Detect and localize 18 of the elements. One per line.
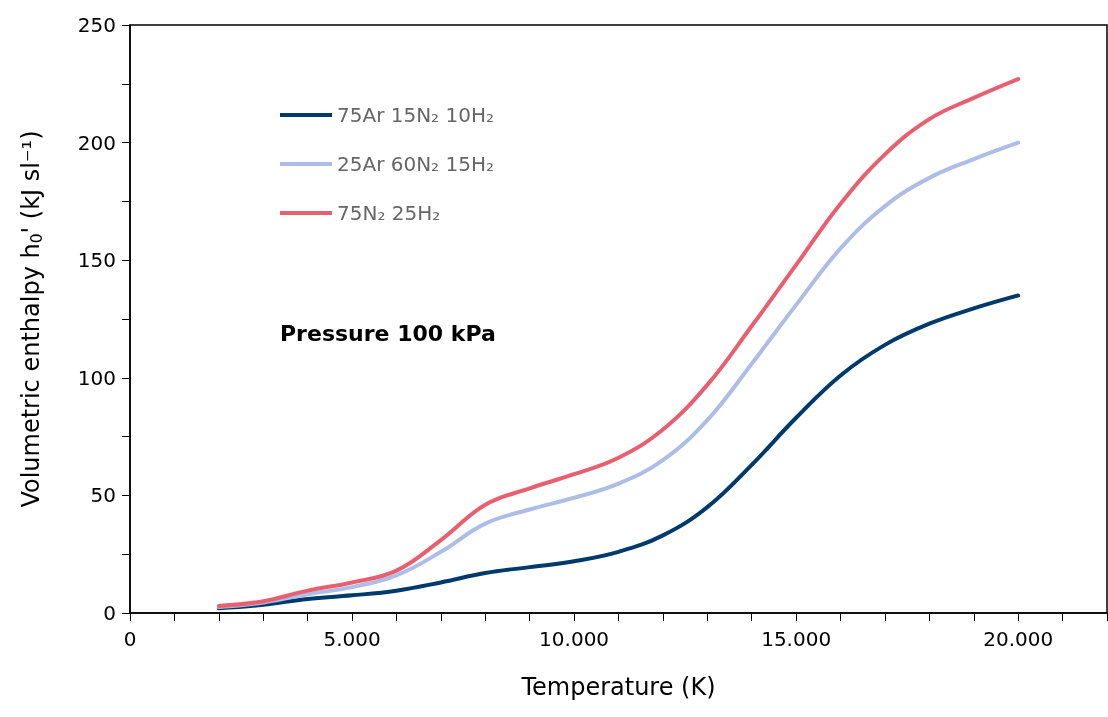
y-tick-label: 100 xyxy=(77,365,116,390)
y-tick-label: 150 xyxy=(77,248,116,273)
x-tick-label: 5.000 xyxy=(323,627,381,651)
x-tick-label: 15.000 xyxy=(761,627,832,651)
y-axis-title: Volumetric enthalpy h0' (kJ sl⁻¹) xyxy=(17,130,46,508)
legend-label: 25Ar 60N₂ 15H₂ xyxy=(337,152,495,176)
x-tick-label: 10.000 xyxy=(539,627,610,651)
x-tick-label: 20.000 xyxy=(983,627,1054,651)
x-tick-label: 0 xyxy=(123,627,137,651)
y-tick-label: 200 xyxy=(77,130,116,155)
x-axis-title: Temperature (K) xyxy=(520,673,716,701)
y-tick-label: 50 xyxy=(90,483,116,508)
y-tick-label: 0 xyxy=(103,601,116,625)
line-series xyxy=(216,293,1021,611)
legend-label: 75Ar 15N₂ 10H₂ xyxy=(337,103,495,127)
y-tick-label: 250 xyxy=(77,13,116,37)
annotation: Pressure 100 kPa xyxy=(280,320,496,346)
legend-label: 75N₂ 25H₂ xyxy=(337,201,441,225)
